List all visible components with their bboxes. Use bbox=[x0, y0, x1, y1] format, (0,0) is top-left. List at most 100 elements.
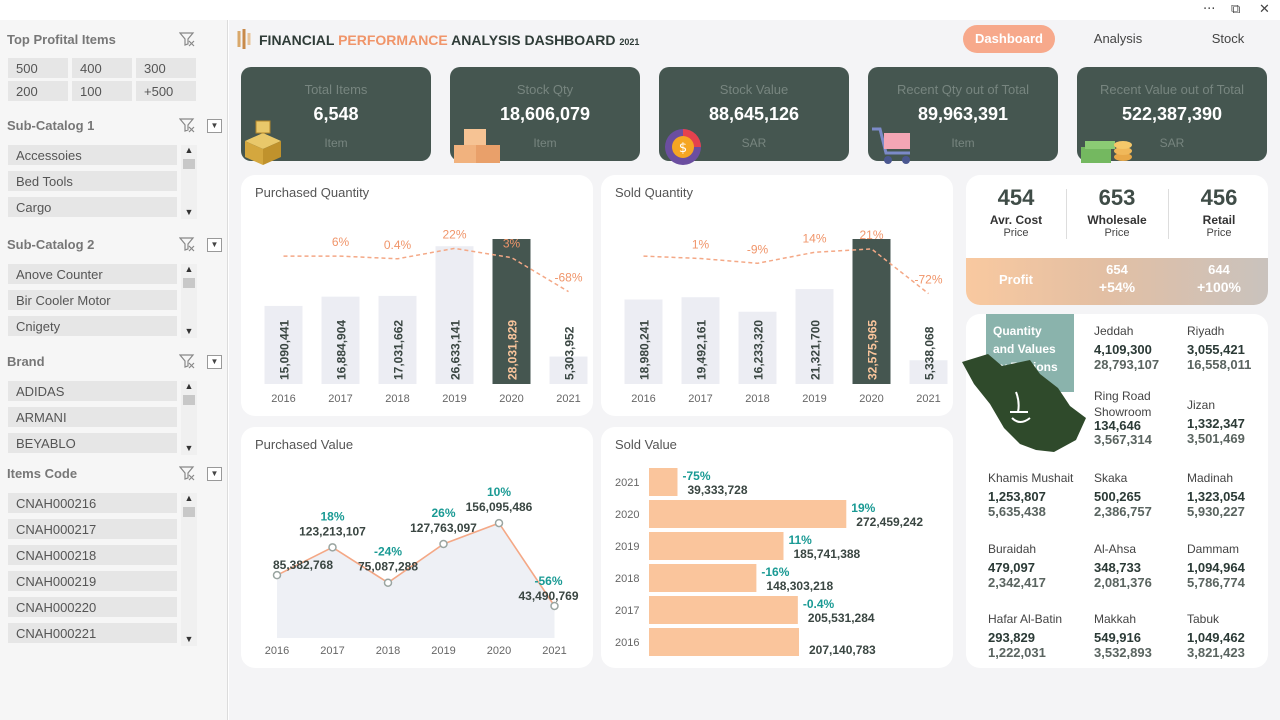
region-city-name: Ring Road Showroom bbox=[1094, 389, 1152, 419]
scroll-thumb[interactable] bbox=[183, 159, 195, 169]
region-city-name: Dammam bbox=[1187, 542, 1240, 556]
cart-icon bbox=[872, 127, 910, 164]
scroll-down-icon[interactable]: ▼ bbox=[184, 207, 194, 217]
kpi-label: Stock Value bbox=[719, 82, 789, 97]
top-items-option[interactable]: 200 bbox=[8, 81, 68, 101]
clear-filter-icon[interactable] bbox=[179, 117, 195, 133]
restore-window-icon[interactable]: ⧉ bbox=[1231, 2, 1241, 17]
sub-catalog-1-item[interactable]: Bed Tools bbox=[8, 171, 177, 191]
x-tick-label: 2017 bbox=[688, 393, 712, 405]
data-point bbox=[439, 539, 448, 549]
slicer-scrollbar[interactable]: ▲ ▼ bbox=[181, 145, 197, 219]
scroll-thumb[interactable] bbox=[183, 278, 195, 288]
bar-value-label: 15,090,441 bbox=[278, 320, 292, 380]
slicer-dropdown-button[interactable]: ▼ bbox=[207, 119, 222, 133]
profit-retail-value: 644 bbox=[1208, 262, 1230, 277]
x-tick-label: 2020 bbox=[859, 393, 883, 405]
window-titlebar: ··· ⧉ ✕ bbox=[0, 0, 1280, 20]
brand-item[interactable]: BEYABLO bbox=[8, 433, 177, 453]
slicer-dropdown-button[interactable]: ▼ bbox=[207, 355, 222, 369]
clear-filter-icon[interactable] bbox=[179, 31, 195, 47]
top-items-option[interactable]: 500 bbox=[8, 58, 68, 78]
sub-catalog-1-item[interactable]: Accessoies bbox=[8, 145, 177, 165]
items-code-item[interactable]: CNAH000217 bbox=[8, 519, 177, 539]
bar-value-label: 21,321,700 bbox=[809, 320, 823, 380]
slicer-dropdown-button[interactable]: ▼ bbox=[207, 467, 222, 481]
growth-label: -75% bbox=[682, 469, 710, 483]
items-code-item[interactable]: CNAH000221 bbox=[8, 623, 177, 643]
slicer-header-sub-catalog-2: Sub-Catalog 2 ▼ bbox=[7, 235, 225, 255]
tab-dashboard[interactable]: Dashboard bbox=[963, 25, 1055, 53]
profit-wholesale-pct: +54% bbox=[1098, 279, 1136, 295]
scroll-thumb[interactable] bbox=[183, 395, 195, 405]
region-value: 5,635,438 bbox=[988, 504, 1046, 519]
clear-filter-icon[interactable] bbox=[179, 353, 195, 369]
growth-label: 10% bbox=[487, 485, 511, 499]
scroll-thumb[interactable] bbox=[183, 507, 195, 517]
scroll-up-icon[interactable]: ▲ bbox=[184, 264, 194, 274]
top-items-option[interactable]: 300 bbox=[136, 58, 196, 78]
data-value-label: 127,763,097 bbox=[410, 521, 477, 535]
bar bbox=[738, 311, 777, 384]
growth-label: -56% bbox=[534, 574, 562, 588]
bar-value-label: 205,531,284 bbox=[808, 611, 875, 625]
data-value-label: 43,490,769 bbox=[518, 589, 578, 603]
tab-stock[interactable]: Stock bbox=[1211, 31, 1245, 46]
sub-catalog-1-item[interactable]: Cargo bbox=[8, 197, 177, 217]
x-tick-label: 2016 bbox=[271, 393, 295, 405]
slicer-scrollbar[interactable]: ▲ ▼ bbox=[181, 381, 197, 455]
regions-card: Quantity and Values by Regions Jeddah 4,… bbox=[962, 314, 1268, 668]
bar-value-label: 18,980,241 bbox=[638, 320, 652, 380]
items-code-item[interactable]: CNAH000218 bbox=[8, 545, 177, 565]
boxes-icon bbox=[454, 129, 500, 163]
avg-cost-label: Avr. Cost bbox=[989, 213, 1043, 227]
bar bbox=[681, 297, 720, 384]
avg-cost-block: 454 Avr. Cost Price bbox=[966, 185, 1066, 239]
bar bbox=[321, 296, 360, 384]
sub-catalog-2-item[interactable]: Bir Cooler Motor bbox=[8, 290, 177, 310]
profit-label: Profit bbox=[999, 272, 1033, 287]
title-part: ANALYSIS DASHBOARD bbox=[447, 32, 616, 48]
scroll-up-icon[interactable]: ▲ bbox=[184, 381, 194, 391]
more-options-icon[interactable]: ··· bbox=[1203, 2, 1216, 17]
bar bbox=[649, 596, 798, 624]
top-items-option[interactable]: 400 bbox=[72, 58, 132, 78]
growth-label: 0.4% bbox=[384, 238, 412, 252]
top-items-option[interactable]: 100 bbox=[72, 81, 132, 101]
growth-label: 6% bbox=[332, 235, 350, 249]
clear-filter-icon[interactable] bbox=[179, 236, 195, 252]
divider bbox=[1066, 189, 1067, 239]
clear-filter-icon[interactable] bbox=[179, 465, 195, 481]
items-code-item[interactable]: CNAH000216 bbox=[8, 493, 177, 513]
wholesale-sublabel: Price bbox=[1104, 227, 1130, 239]
slicer-scrollbar[interactable]: ▲ ▼ bbox=[181, 264, 197, 338]
kpi-value: 89,963,391 bbox=[917, 104, 1009, 124]
scroll-down-icon[interactable]: ▼ bbox=[184, 326, 194, 336]
title-year: 2021 bbox=[619, 37, 640, 47]
brand-item[interactable]: ADIDAS bbox=[8, 381, 177, 401]
items-code-item[interactable]: CNAH000219 bbox=[8, 571, 177, 591]
wholesale-label: Wholesale bbox=[1087, 213, 1147, 227]
kpi-card-recent-value: Recent Value out of Total 522,387,390 SA… bbox=[1077, 67, 1267, 163]
sub-catalog-2-item[interactable]: Cnigety bbox=[8, 316, 177, 336]
slicer-scrollbar[interactable]: ▲ ▼ bbox=[181, 493, 197, 646]
brand-item[interactable]: ARMANI bbox=[8, 407, 177, 427]
region-value: 2,342,417 bbox=[988, 575, 1046, 590]
data-point bbox=[383, 578, 393, 587]
scroll-down-icon[interactable]: ▼ bbox=[184, 634, 194, 644]
close-window-icon[interactable]: ✕ bbox=[1259, 2, 1270, 17]
scroll-up-icon[interactable]: ▲ bbox=[184, 493, 194, 503]
sub-catalog-2-item[interactable]: Anove Counter bbox=[8, 264, 177, 284]
slicer-dropdown-button[interactable]: ▼ bbox=[207, 238, 222, 252]
top-items-option[interactable]: +500 bbox=[136, 81, 196, 101]
growth-label: 21% bbox=[859, 228, 883, 242]
x-tick-label: 2018 bbox=[376, 645, 400, 657]
region-qty: 549,916 bbox=[1094, 630, 1141, 645]
items-code-item[interactable]: CNAH000220 bbox=[8, 597, 177, 617]
tab-analysis[interactable]: Analysis bbox=[1093, 31, 1143, 46]
scroll-down-icon[interactable]: ▼ bbox=[184, 443, 194, 453]
scroll-up-icon[interactable]: ▲ bbox=[184, 145, 194, 155]
bar bbox=[378, 295, 417, 384]
x-tick-label: 2017 bbox=[328, 393, 352, 405]
growth-label: -72% bbox=[914, 273, 942, 287]
